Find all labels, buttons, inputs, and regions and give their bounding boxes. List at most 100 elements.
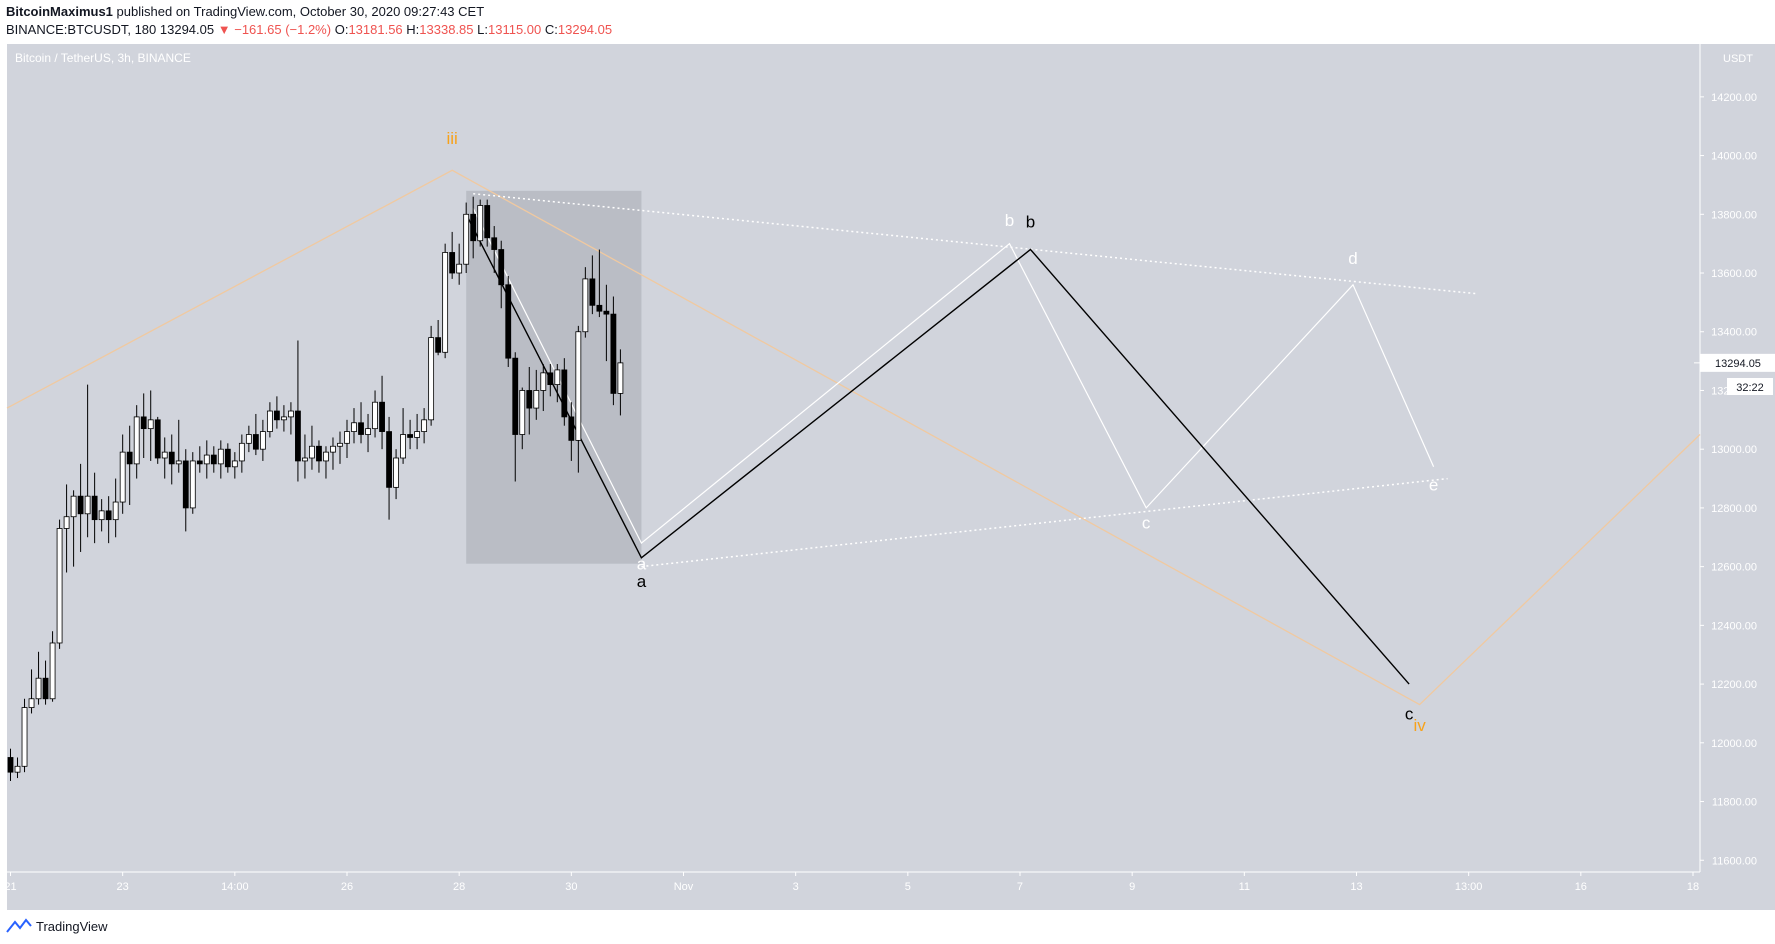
candle-body	[126, 451, 133, 465]
candle-body	[526, 390, 533, 409]
candle	[112, 478, 119, 538]
candle-body	[323, 451, 329, 462]
candle	[540, 364, 547, 412]
time-tick-label: 23	[117, 881, 129, 893]
candle	[617, 349, 624, 416]
candle	[238, 434, 245, 473]
time-tick-label: 26	[341, 881, 353, 893]
candle	[498, 240, 505, 309]
candle-body	[519, 390, 526, 435]
candle	[470, 196, 477, 259]
wave-label-e-white: e	[1429, 475, 1438, 494]
tradingview-logo[interactable]: TradingView	[6, 918, 108, 934]
candle	[533, 369, 540, 420]
candle	[175, 419, 182, 473]
candle-body	[14, 765, 21, 773]
candle-body	[168, 451, 175, 465]
candle	[435, 320, 442, 356]
candle	[400, 408, 406, 464]
candle-body	[63, 516, 70, 529]
candle	[133, 405, 140, 479]
candle-body	[463, 213, 470, 265]
candle	[561, 358, 568, 426]
candle	[252, 413, 259, 456]
candle-body	[512, 357, 519, 435]
wave-label-b-white: b	[1005, 211, 1014, 230]
candle-body	[70, 495, 77, 518]
candle-body	[470, 213, 477, 242]
candle	[105, 496, 112, 544]
axis-corner	[1700, 872, 1775, 910]
candle	[259, 419, 266, 461]
candle-body	[259, 431, 266, 450]
low-label: L:	[477, 22, 488, 37]
white-abcde-wave[interactable]	[472, 208, 1435, 545]
candle-body	[407, 434, 413, 438]
candle-body	[358, 422, 364, 435]
candle-body	[414, 431, 421, 438]
candle-body	[456, 263, 463, 274]
price-tick-label: 13400.00	[1711, 327, 1757, 339]
candle	[386, 416, 392, 520]
wave-label-b-black: b	[1026, 213, 1035, 232]
price-axis-labels: 11600.00 11800.00 12000.00 12200.00 12400.00…	[1700, 92, 1757, 867]
candle	[42, 660, 49, 705]
price-tick-label: 14200.00	[1711, 92, 1757, 104]
candle	[582, 267, 589, 338]
time-tick-label: 5	[905, 881, 911, 893]
author-name[interactable]: BitcoinMaximus1	[6, 4, 113, 19]
countdown-badge	[1727, 378, 1773, 395]
candle	[491, 226, 498, 274]
candle	[266, 402, 273, 438]
orange-wave-line[interactable]	[6, 169, 1701, 706]
wave-lines[interactable]	[6, 169, 1701, 706]
time-axis[interactable]	[7, 872, 1700, 910]
candle-body	[498, 249, 505, 286]
candle	[281, 405, 287, 432]
candle	[295, 340, 301, 482]
candle	[56, 519, 63, 649]
candle	[596, 249, 603, 318]
candle-body	[561, 369, 568, 418]
lower-triangle-trendline[interactable]	[641, 477, 1448, 568]
candle	[210, 446, 217, 473]
candle	[14, 757, 21, 779]
time-tick-label: 13:00	[1455, 881, 1483, 893]
price-axis[interactable]	[1700, 44, 1775, 872]
candle	[407, 419, 413, 450]
candle-body	[379, 401, 385, 432]
candle	[140, 393, 147, 458]
candle-body	[49, 642, 56, 700]
open-label: O:	[334, 22, 349, 37]
candle-body	[56, 528, 63, 644]
last-price-value: 13294.05	[159, 22, 215, 37]
candle-body	[252, 434, 259, 450]
candle-body	[442, 252, 449, 353]
candle-body	[119, 451, 126, 503]
candle	[379, 375, 385, 450]
candle	[428, 325, 435, 426]
candle	[421, 408, 428, 444]
wave-label-a-black: a	[637, 572, 647, 591]
black-abc-wave[interactable]	[465, 213, 1410, 685]
publish-line: BitcoinMaximus1 published on TradingView…	[6, 4, 484, 19]
time-tick-label: 3	[793, 881, 799, 893]
candle-body	[196, 460, 203, 465]
candle-body	[547, 372, 554, 385]
candle	[393, 449, 399, 500]
price-tick-label: 11600.00	[1712, 855, 1757, 867]
price-tick-label: 12400.00	[1711, 620, 1757, 632]
candle-body	[302, 457, 308, 462]
price-chart[interactable]: Bitcoin / TetherUS, 3h, BINANCE USDT iii…	[0, 44, 1775, 910]
chart-pane[interactable]	[7, 44, 1700, 872]
symbol-name: BINANCE:BTCUSDT, 180	[6, 22, 157, 37]
candle-body	[316, 445, 322, 462]
candle-body	[617, 362, 624, 394]
candle-body	[189, 460, 196, 509]
candle-body	[491, 237, 498, 250]
candle	[309, 425, 315, 470]
candle-body	[245, 434, 252, 444]
price-tick-label: 11800.00	[1712, 797, 1757, 809]
candle-body	[133, 416, 140, 465]
candle-body	[372, 401, 378, 430]
